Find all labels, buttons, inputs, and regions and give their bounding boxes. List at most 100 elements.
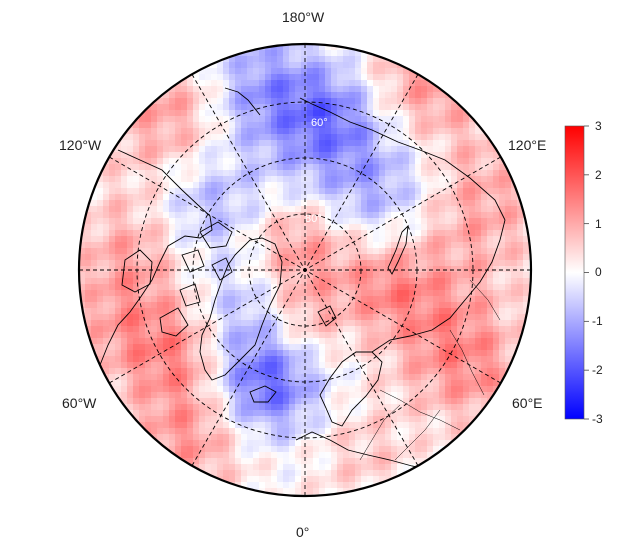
field-cell	[379, 464, 386, 471]
field-cell	[307, 188, 314, 195]
field-cell	[415, 362, 422, 369]
field-cell	[301, 326, 308, 333]
field-cell	[379, 98, 386, 105]
lon-label-0: 0°	[296, 524, 310, 540]
field-cell	[361, 452, 368, 459]
field-cell	[241, 296, 248, 303]
field-cell	[235, 416, 242, 423]
field-cell	[415, 344, 422, 351]
field-cell	[505, 350, 512, 357]
field-cell	[469, 416, 476, 423]
field-cell	[109, 278, 116, 285]
field-cell	[175, 236, 182, 243]
field-cell	[385, 464, 392, 471]
field-cell	[253, 158, 260, 165]
field-cell	[121, 296, 128, 303]
field-cell	[247, 326, 254, 333]
field-cell	[403, 308, 410, 315]
field-cell	[463, 242, 470, 249]
field-cell	[133, 194, 140, 201]
field-cell	[415, 404, 422, 411]
field-cell	[361, 410, 368, 417]
field-cell	[247, 80, 254, 87]
field-cell	[427, 398, 434, 405]
field-cell	[241, 338, 248, 345]
field-cell	[223, 452, 230, 459]
field-cell	[439, 218, 446, 225]
field-cell	[103, 224, 110, 231]
field-cell	[373, 368, 380, 375]
field-cell	[121, 182, 128, 189]
field-cell	[241, 128, 248, 135]
field-cell	[379, 164, 386, 171]
field-cell	[175, 146, 182, 153]
field-cell	[331, 116, 338, 123]
field-cell	[469, 128, 476, 135]
field-cell	[187, 260, 194, 267]
field-cell	[457, 350, 464, 357]
field-cell	[187, 404, 194, 411]
field-cell	[157, 200, 164, 207]
field-cell	[289, 98, 296, 105]
field-cell	[211, 188, 218, 195]
field-cell	[145, 260, 152, 267]
field-cell	[379, 410, 386, 417]
field-cell	[475, 284, 482, 291]
field-cell	[307, 170, 314, 177]
field-cell	[337, 308, 344, 315]
field-cell	[391, 152, 398, 159]
field-cell	[205, 356, 212, 363]
field-cell	[355, 224, 362, 231]
field-cell	[121, 380, 128, 387]
field-cell	[463, 128, 470, 135]
field-cell	[289, 74, 296, 81]
field-cell	[253, 374, 260, 381]
field-cell	[409, 134, 416, 141]
field-cell	[235, 368, 242, 375]
field-cell	[103, 194, 110, 201]
field-cell	[109, 296, 116, 303]
field-cell	[403, 344, 410, 351]
field-cell	[367, 86, 374, 93]
field-cell	[469, 392, 476, 399]
field-cell	[241, 140, 248, 147]
field-cell	[193, 176, 200, 183]
field-cell	[349, 260, 356, 267]
field-cell	[397, 428, 404, 435]
field-cell	[469, 260, 476, 267]
field-cell	[313, 422, 320, 429]
field-cell	[271, 404, 278, 411]
field-cell	[253, 224, 260, 231]
field-cell	[139, 392, 146, 399]
field-cell	[229, 146, 236, 153]
field-cell	[355, 140, 362, 147]
field-cell	[319, 428, 326, 435]
field-cell	[409, 302, 416, 309]
field-cell	[373, 224, 380, 231]
field-cell	[493, 242, 500, 249]
field-cell	[307, 56, 314, 63]
field-cell	[427, 380, 434, 387]
field-cell	[157, 434, 164, 441]
field-cell	[331, 128, 338, 135]
field-cell	[379, 386, 386, 393]
field-cell	[397, 284, 404, 291]
field-cell	[421, 326, 428, 333]
field-cell	[391, 164, 398, 171]
field-cell	[445, 170, 452, 177]
field-cell	[79, 254, 86, 261]
field-cell	[217, 242, 224, 249]
field-cell	[277, 308, 284, 315]
field-cell	[133, 410, 140, 417]
field-cell	[163, 104, 170, 111]
field-cell	[373, 296, 380, 303]
field-cell	[289, 452, 296, 459]
field-cell	[409, 308, 416, 315]
field-cell	[487, 260, 494, 267]
field-cell	[523, 332, 530, 339]
field-cell	[409, 176, 416, 183]
field-cell	[385, 392, 392, 399]
field-cell	[259, 458, 266, 465]
field-cell	[409, 92, 416, 99]
field-cell	[247, 296, 254, 303]
